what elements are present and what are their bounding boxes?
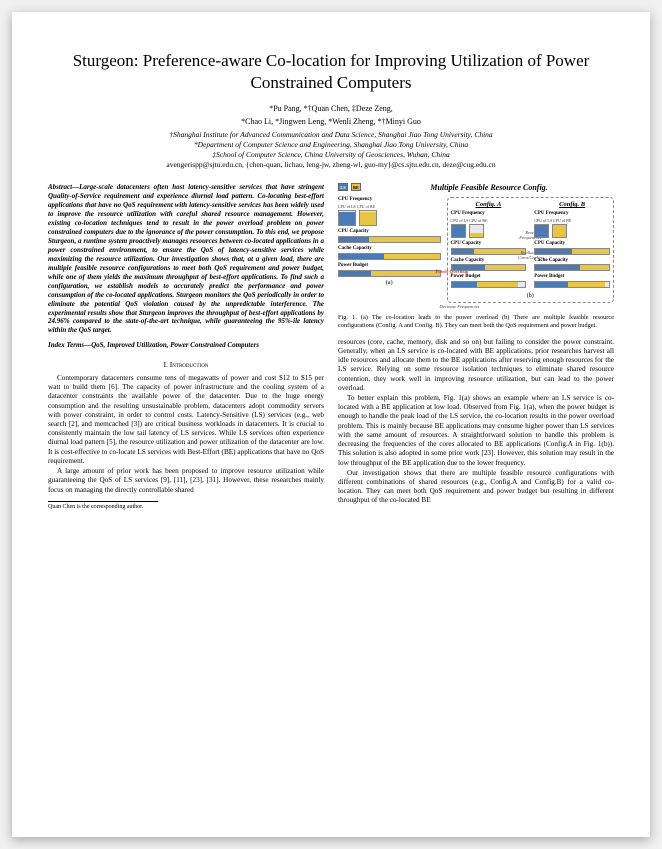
col2-paragraph-2: To better explain this problem, Fig. 1(a… <box>338 394 614 468</box>
label-power: Power Budget <box>338 263 441 269</box>
intro-paragraph-1: Contemporary datacenters consume tens of… <box>48 374 324 466</box>
abstract: Abstract—Large-scale datacenters often h… <box>48 183 324 335</box>
affiliation-3: ‡School of Computer Science, China Unive… <box>48 150 614 160</box>
corresponding-author-footnote: Quan Chen is the corresponding author. <box>48 501 158 512</box>
figure-panel-b: Config. A CPU Frequency CPU of LS CPU of… <box>447 197 614 303</box>
paper-title: Sturgeon: Preference-aware Co-location f… <box>48 50 614 94</box>
figure-1: LS BE Multiple Feasible Resource Config.… <box>338 183 614 310</box>
figure-title: Multiple Feasible Resource Config. <box>364 183 614 193</box>
col2-paragraph-3: Our investigation shows that there are m… <box>338 469 614 506</box>
figure-1-caption: Fig. 1. (a) The co-location leads to the… <box>338 314 614 330</box>
legend-be: BE <box>351 183 361 191</box>
author-emails: avengerispp@sjtu.edu.cn, {chen-quan, lic… <box>48 160 614 169</box>
panel-a-letter: (a) <box>338 280 441 288</box>
label-cpu-freq: CPU Frequency <box>338 197 441 203</box>
intro-paragraph-2: A large amount of prior work has been pr… <box>48 467 324 495</box>
authors-line-1: *Pu Pang, *†Quan Chen, ‡Deze Zeng, <box>48 104 614 115</box>
affiliation-1: †Shanghai Institute for Advanced Communi… <box>48 130 614 140</box>
config-b-column: Config. B CPU Frequency CPU of LS CPU of… <box>534 201 610 291</box>
config-b-label: Config. B <box>534 201 610 209</box>
right-column: LS BE Multiple Feasible Resource Config.… <box>338 183 614 511</box>
figure-panel-a: CPU Frequency CPU of LS CPU of BE CPU Ca… <box>338 197 441 303</box>
two-column-body: Abstract—Large-scale datacenters often h… <box>48 183 614 511</box>
section-1-heading: I. Introduction <box>48 360 324 370</box>
legend-ls: LS <box>338 183 348 191</box>
panel-b-letter: (b) <box>451 293 610 301</box>
decrease-note: Decrease Frequencies <box>432 305 487 310</box>
paper-page: Sturgeon: Preference-aware Co-location f… <box>12 12 650 837</box>
label-cpu-freq-sub: CPU of LS CPU of BE <box>338 204 441 209</box>
affiliation-2: *Department of Computer Science and Engi… <box>48 140 614 150</box>
index-terms: Index Terms—QoS, Improved Utilization, P… <box>48 341 324 350</box>
config-a-column: Config. A CPU Frequency CPU of LS CPU of… <box>451 201 527 291</box>
authors-line-2: *Chao Li, *Jingwen Leng, *Wenli Zheng, *… <box>48 117 614 128</box>
label-cache-cap: Cache Capacity <box>338 246 441 252</box>
label-cpu-cap: CPU Capacity <box>338 229 441 235</box>
config-a-label: Config. A <box>451 201 527 209</box>
left-column: Abstract—Large-scale datacenters often h… <box>48 183 324 511</box>
col2-paragraph-1: resources (core, cache, memory, disk and… <box>338 338 614 393</box>
